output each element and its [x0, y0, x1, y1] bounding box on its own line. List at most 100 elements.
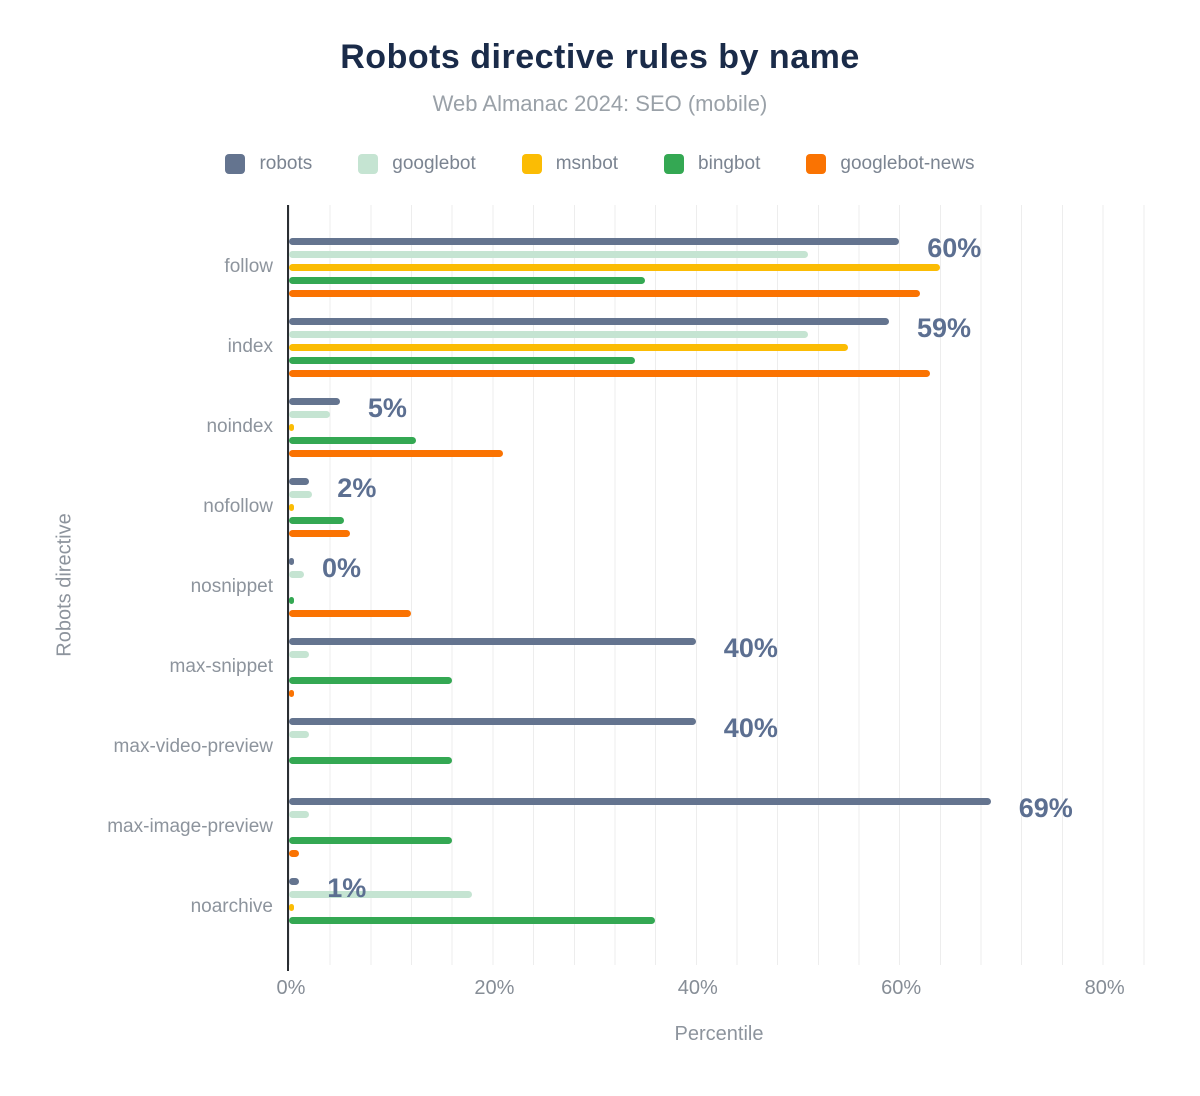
bar-row: 1%	[289, 874, 1149, 901]
bar-row	[289, 490, 1149, 498]
bar-row: 60%	[289, 234, 1149, 261]
bar-row	[289, 570, 1149, 578]
x-tick-label: 0%	[276, 977, 306, 999]
bar-row	[289, 529, 1149, 537]
bar-robots	[289, 477, 310, 485]
bar-row: 2%	[289, 474, 1149, 501]
category-label: noarchive	[190, 896, 273, 917]
bar-row	[289, 916, 1149, 924]
bar-group-index: 59%	[289, 307, 1149, 387]
legend-item-msnbot: msnbot	[521, 153, 619, 175]
bar-value-label: 60%	[927, 232, 982, 263]
bar-row	[289, 356, 1149, 364]
bar-row	[289, 903, 1149, 911]
bar-googlebot-news	[289, 369, 930, 377]
bar-row	[289, 744, 1149, 751]
bar-row	[289, 276, 1149, 284]
bar-robots	[289, 317, 889, 325]
bar-robots	[289, 797, 991, 805]
bar-row: 59%	[289, 314, 1149, 341]
bar-group-max-image-preview: 69%	[289, 787, 1149, 867]
bar-row	[289, 770, 1149, 777]
bar-row	[289, 810, 1149, 818]
bar-row	[289, 650, 1149, 658]
bar-row	[289, 836, 1149, 844]
bar-robots	[289, 717, 696, 725]
bar-row: 40%	[289, 714, 1149, 741]
bar-bingbot	[289, 356, 635, 364]
category-label: nosnippet	[190, 576, 273, 597]
bar-row	[289, 756, 1149, 764]
bar-googlebot	[289, 650, 310, 658]
bar-googlebot	[289, 570, 305, 578]
bar-row	[289, 423, 1149, 431]
bar-googlebot	[289, 410, 330, 418]
bar-robots	[289, 237, 900, 245]
bar-googlebot-news	[289, 849, 300, 857]
category-label: noindex	[206, 416, 273, 437]
bar-group-nosnippet: 0%	[289, 547, 1149, 627]
bar-row: 69%	[289, 794, 1149, 821]
bar-row	[289, 890, 1149, 898]
bar-bingbot	[289, 836, 452, 844]
bar-row	[289, 596, 1149, 604]
legend-label: robots	[259, 153, 313, 174]
bar-row	[289, 250, 1149, 258]
bar-bingbot	[289, 596, 295, 604]
bar-googlebot	[289, 810, 310, 818]
bar-value-label: 5%	[367, 392, 407, 423]
bar-bingbot	[289, 756, 452, 764]
bar-row	[289, 449, 1149, 457]
bar-group-nofollow: 2%	[289, 467, 1149, 547]
bar-msnbot	[289, 263, 940, 271]
legend-swatch-googlebot-news	[806, 154, 827, 174]
chart-area: Robots directive follow index noindex nofol…	[0, 205, 1200, 999]
bar-googlebot-news	[289, 289, 920, 297]
bar-row	[289, 930, 1149, 937]
bar-robots	[289, 637, 696, 645]
legend-label: googlebot-news	[840, 153, 975, 174]
bar-row	[289, 609, 1149, 617]
bar-row	[289, 369, 1149, 377]
bar-value-label: 59%	[917, 312, 972, 343]
legend-label: msnbot	[555, 153, 619, 174]
bar-row: 0%	[289, 554, 1149, 581]
chart-title: Robots directive rules by name	[340, 38, 860, 76]
y-axis-category-labels: follow index noindex nofollow nosnippet max-s…	[0, 205, 287, 965]
x-tick-label: 20%	[474, 977, 515, 999]
legend-item-googlebot: googlebot	[358, 153, 476, 175]
category-label: nofollow	[203, 496, 273, 517]
bar-googlebot	[289, 730, 310, 738]
x-tick-label: 80%	[1084, 977, 1125, 999]
bar-row	[289, 330, 1149, 338]
y-axis-title: Robots directive	[53, 513, 76, 657]
bar-googlebot-news	[289, 689, 294, 697]
legend-swatch-msnbot	[521, 154, 542, 174]
legend: robots googlebot msnbot bingbot googlebot-ne…	[0, 149, 1200, 179]
bar-row	[289, 516, 1149, 524]
bar-googlebot	[289, 250, 808, 258]
bar-row	[289, 263, 1149, 271]
bar-robots	[289, 557, 294, 565]
bar-row: 5%	[289, 394, 1149, 421]
bar-robots	[289, 877, 300, 885]
bar-bingbot	[289, 436, 417, 444]
legend-label: bingbot	[698, 153, 761, 174]
category-label: max-snippet	[169, 656, 274, 677]
bar-group-noindex: 5%	[289, 387, 1149, 467]
bar-msnbot	[289, 503, 295, 511]
bar-row	[289, 676, 1149, 684]
bar-row	[289, 503, 1149, 511]
legend-swatch-googlebot	[358, 154, 379, 174]
category-label: index	[227, 336, 273, 357]
bar-row	[289, 824, 1149, 831]
bar-value-label: 0%	[322, 552, 362, 583]
bar-googlebot	[289, 490, 313, 498]
bar-bingbot	[289, 516, 344, 524]
legend-item-googlebot-news: googlebot-news	[806, 153, 975, 175]
bar-row	[289, 584, 1149, 591]
bar-bingbot	[289, 916, 656, 924]
bar-group-noarchive: 1%	[289, 867, 1149, 947]
bar-row	[289, 849, 1149, 857]
